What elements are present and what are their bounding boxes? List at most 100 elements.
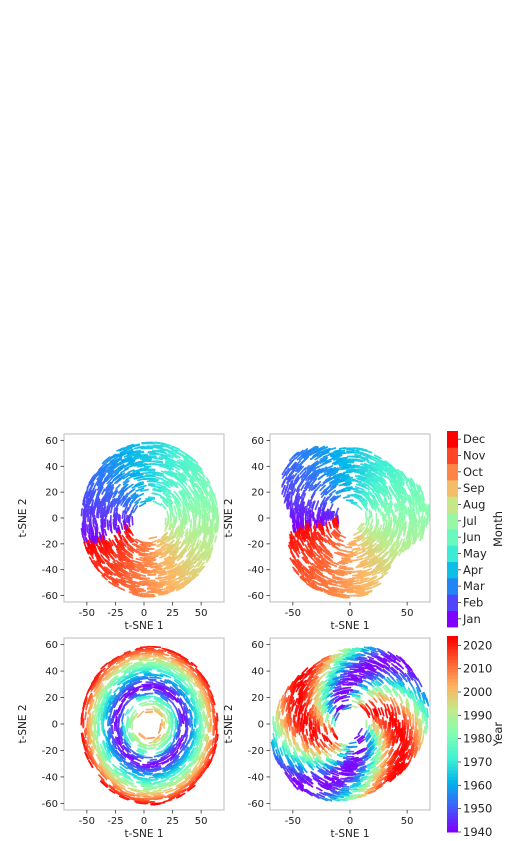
scatter-point [179,547,186,555]
scatter-point [168,450,177,455]
scatter-point [422,501,426,511]
scatter-point [308,538,314,547]
scatter-point [180,478,188,486]
scatter-point [138,580,149,584]
scatter-point [136,587,145,591]
scatter-point [325,529,333,539]
scatter-point [303,505,307,513]
scatter-point [186,507,190,517]
scatter-point [168,588,176,593]
scatter-point [368,561,378,568]
scatter-point [206,520,209,530]
scatter-point [288,541,293,550]
scatter-point [181,664,189,670]
scatter-point [123,453,132,458]
scatter-point [163,670,173,675]
scatter-point [167,531,174,540]
scatter-point [173,570,182,576]
scatter-point [160,718,164,727]
scatter-point [182,694,189,704]
scatter-point [305,549,313,559]
scatter-point [169,748,175,754]
scatter-point [117,586,126,591]
scatter-point [103,528,108,536]
scatter-point [131,709,137,716]
scatter-point [385,460,393,467]
scatter-point [178,734,184,745]
scatter-point [115,690,123,698]
scatter-point [137,594,146,598]
scatter-point [332,510,336,519]
scatter-point [320,490,328,498]
scatter-point [123,762,131,768]
scatter-point [153,797,163,801]
scatter-point [407,506,410,517]
scatter-point [201,509,204,520]
scatter-point [140,677,149,680]
y-tick-label: 40 [45,462,58,473]
scatter-point [96,690,103,699]
scatter-point [290,463,297,471]
scatter-point [119,727,122,735]
scatter-point [321,582,328,587]
scatter-point [322,449,330,454]
scatter-point [104,670,110,676]
scatter-point [201,551,207,559]
scatter-point [404,505,408,515]
scatter-point [286,491,291,501]
scatter-point [108,788,116,794]
scatter-point [85,495,90,504]
scatter-point [199,768,206,776]
scatter-point [135,764,143,768]
scatter-point [378,460,388,467]
scatter-point [372,580,380,585]
scatter-point [412,518,415,528]
scatter-point [357,465,368,470]
scatter-point [365,583,373,588]
scatter-point [102,739,107,748]
scatter-point [207,526,211,536]
scatter-point [95,526,99,534]
scatter-point [402,544,408,553]
scatter-point [313,573,322,579]
scatter-point [113,563,122,571]
scatter-point [117,562,127,570]
scatter-point [158,693,168,700]
scatter-point [123,551,132,558]
scatter-point [168,691,177,700]
scatter-point [379,508,382,516]
scatter-point [181,562,188,569]
scatter-point [181,571,190,578]
scatter-point [172,702,178,710]
scatter-point [191,554,197,561]
scatter-point [121,510,125,520]
scatter-point [92,739,97,749]
scatter-point [364,523,370,533]
scatter-point [191,672,199,681]
scatter-point [188,492,194,502]
scatter-point [166,774,174,779]
scatter-point [173,651,181,656]
scatter-point [306,464,315,472]
scatter-point [322,478,329,484]
scatter-point [143,703,152,706]
scatter-point [207,758,212,767]
scatter-point [96,479,102,486]
scatter-point [193,561,200,569]
scatter-point [403,487,408,495]
scatter-point [352,579,360,583]
scatter-point [127,686,135,692]
scatter-point [133,661,143,665]
scatter-point [125,682,133,687]
scatter-point [190,456,199,465]
scatter-point [296,509,299,520]
scatter-point [162,465,172,470]
scatter-point [312,484,318,491]
scatter-point [362,573,371,578]
scatter-points [80,441,220,598]
scatter-point [82,536,86,544]
scatter-point [291,552,296,559]
scatter-point [194,506,198,518]
scatter-point [398,506,402,518]
y-axis-label: t-SNE 2 [17,498,29,537]
